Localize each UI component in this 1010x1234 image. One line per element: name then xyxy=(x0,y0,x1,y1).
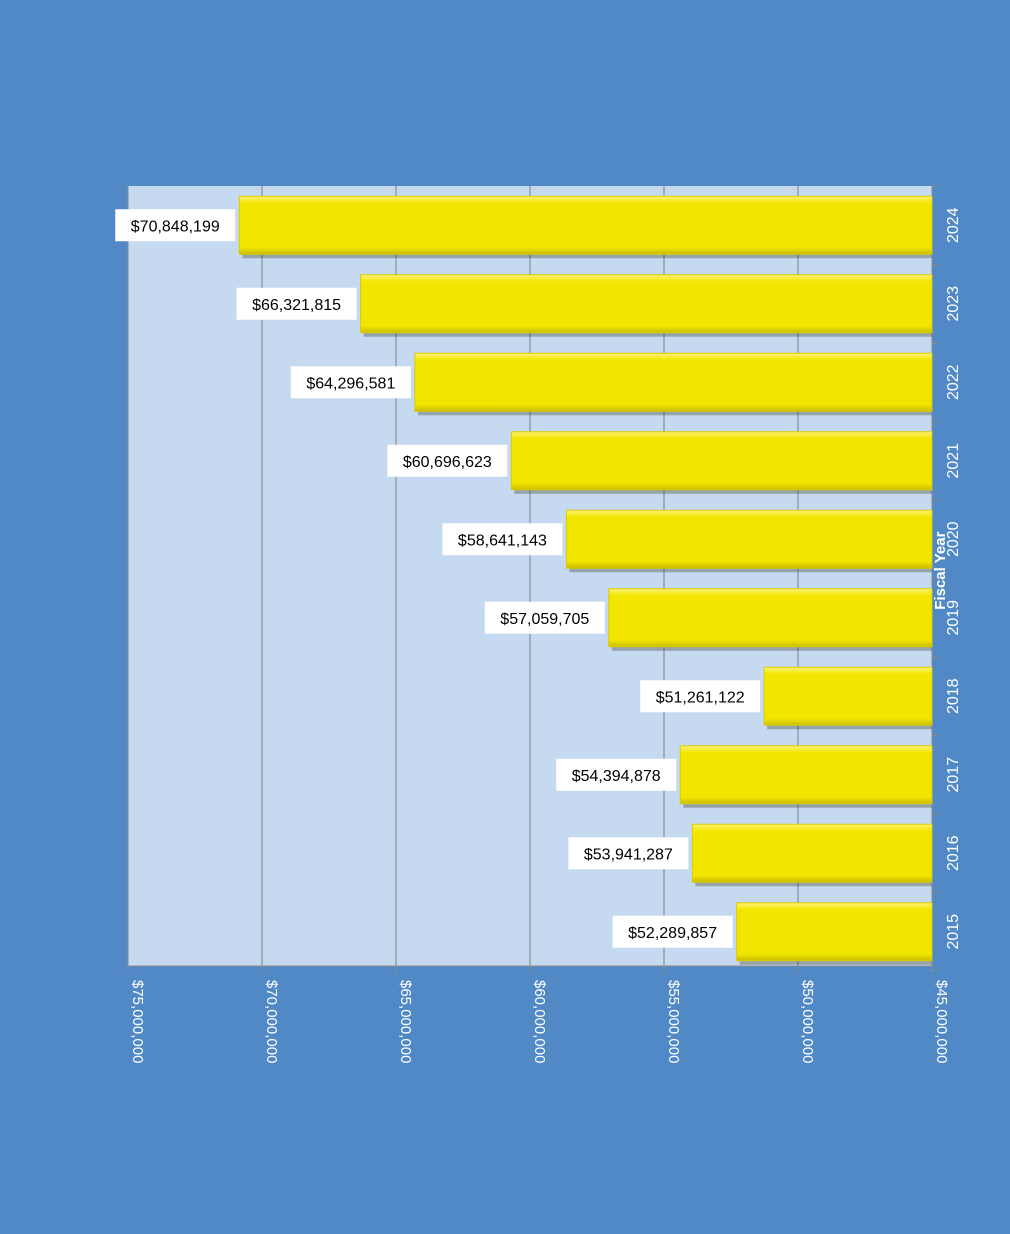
data-label-box xyxy=(290,366,411,399)
category-label: 2015 xyxy=(945,914,962,950)
data-label: $58,641,143 xyxy=(458,532,547,549)
value-tick-label: $60,000,000 xyxy=(531,980,548,1063)
bar xyxy=(763,666,933,726)
data-label-box xyxy=(484,601,605,634)
bar xyxy=(691,823,933,883)
bar xyxy=(360,274,933,334)
category-label: 2024 xyxy=(945,207,962,243)
data-label: $66,321,815 xyxy=(252,297,341,314)
category-axis-title: Fiscal Year xyxy=(932,531,949,609)
data-label-box xyxy=(640,680,761,713)
bar xyxy=(238,195,933,255)
data-label-box xyxy=(387,444,508,477)
data-label: $54,394,878 xyxy=(572,768,661,785)
data-label-box xyxy=(568,837,689,870)
bar xyxy=(736,902,933,962)
bar xyxy=(510,431,933,491)
category-label: 2017 xyxy=(945,757,962,793)
data-label: $64,296,581 xyxy=(306,375,395,392)
bar xyxy=(679,745,933,805)
data-label-box xyxy=(442,523,563,556)
value-tick-label: $70,000,000 xyxy=(263,980,280,1063)
value-tick-label: $65,000,000 xyxy=(397,980,414,1063)
data-label: $53,941,287 xyxy=(584,846,673,863)
value-tick-label: $55,000,000 xyxy=(665,980,682,1063)
category-label: 2019 xyxy=(945,600,962,636)
data-label-box xyxy=(115,209,236,242)
category-label: 2018 xyxy=(945,678,962,714)
bar xyxy=(608,588,933,648)
category-label: 2022 xyxy=(945,364,962,400)
data-label: $70,848,199 xyxy=(131,218,220,235)
data-label: $51,261,122 xyxy=(656,689,745,706)
category-label: 2021 xyxy=(945,443,962,479)
category-label: 2020 xyxy=(945,521,962,557)
data-label-box xyxy=(612,915,733,948)
data-label-box xyxy=(556,758,677,791)
category-label: 2023 xyxy=(945,286,962,322)
value-tick-label: $75,000,000 xyxy=(129,980,146,1063)
category-label: 2016 xyxy=(945,835,962,871)
data-label: $57,059,705 xyxy=(500,611,589,628)
data-label-box xyxy=(236,287,357,320)
value-tick-label: $50,000,000 xyxy=(799,980,816,1063)
bar xyxy=(565,509,933,569)
bar xyxy=(414,352,933,412)
data-label: $60,696,623 xyxy=(403,454,492,471)
value-tick-label: $45,000,000 xyxy=(933,980,950,1063)
data-label: $52,289,857 xyxy=(628,925,717,942)
